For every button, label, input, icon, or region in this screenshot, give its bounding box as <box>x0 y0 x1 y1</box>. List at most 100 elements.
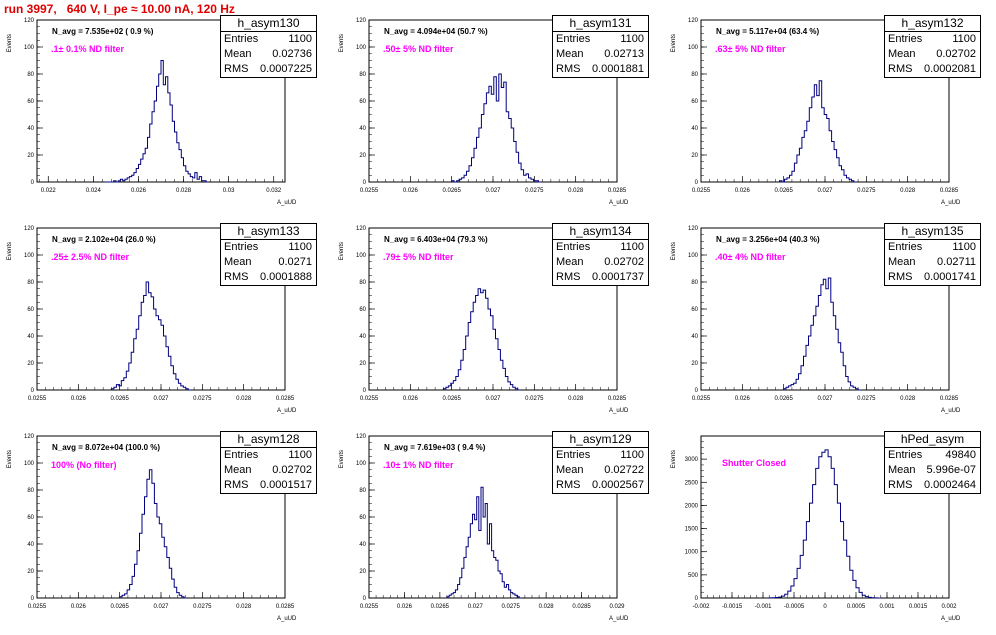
filter-label: 100% (No filter) <box>51 460 117 470</box>
stat-rms: RMS 0.0001888 <box>221 270 316 285</box>
x-tick-label: 0.0005 <box>847 604 866 610</box>
y-tick-label: 80 <box>691 280 698 286</box>
stat-key: Entries <box>556 449 591 461</box>
y-tick-label: 100 <box>24 45 35 51</box>
x-tick-label: 0.022 <box>41 188 57 194</box>
histogram-plot: 0.0255 0.026 0.0265 0.027 0.0275 0.028 0.0285 0… <box>671 18 961 206</box>
stat-value: 0.0001888 <box>260 271 312 283</box>
stats-box: h_asym134 Entries 1100 Mean 0.02702 RMS 0.0001… <box>552 223 649 286</box>
x-tick-label: 0.0255 <box>360 396 379 402</box>
x-axis-title: A_uUD <box>941 408 961 414</box>
histogram-series <box>768 449 881 599</box>
x-tick-label: 0.0265 <box>110 396 129 402</box>
stat-mean: Mean 0.02702 <box>553 255 648 270</box>
stat-value: 1100 <box>620 33 644 45</box>
stat-entries: Entries 49840 <box>885 448 980 463</box>
y-tick-label: 40 <box>691 126 698 132</box>
x-tick-label: 0.028 <box>236 604 252 610</box>
histogram-plot: 0.0255 0.026 0.0265 0.027 0.0275 0.028 0.0285 0… <box>339 18 629 206</box>
stat-value: 0.02736 <box>272 48 312 60</box>
x-tick-label: 0.024 <box>86 188 102 194</box>
stat-mean: Mean 0.02736 <box>221 47 316 62</box>
histogram-plot: -0.002 -0.0015 -0.001 -0.0005 0 0.0005 0.001 0.… <box>671 435 961 622</box>
histogram-name: hPed_asym <box>885 432 980 448</box>
x-tick-label: 0.0285 <box>940 188 959 194</box>
y-tick-label: 60 <box>359 99 366 105</box>
page-title: run 3997, 640 V, I_pe ≈ 10.00 nA, 120 Hz <box>4 2 235 16</box>
stat-value: 0.02711 <box>937 256 976 268</box>
stat-entries: Entries 1100 <box>553 32 648 47</box>
n-avg-label: N_avg = 3.256e+04 (40.3 %) <box>716 235 820 244</box>
x-tick-label: 0.026 <box>71 396 87 402</box>
x-tick-label: 0.027 <box>817 188 833 194</box>
n-avg-label: N_avg = 8.072e+04 (100.0 %) <box>52 443 161 452</box>
filter-label: Shutter Closed <box>722 458 787 468</box>
stat-value: 1100 <box>620 241 644 253</box>
histogram-panel: 0.0255 0.026 0.0265 0.027 0.0275 0.028 0.0285 0… <box>332 222 662 427</box>
y-tick-label: 40 <box>359 126 366 132</box>
x-tick-label: 0.0285 <box>608 396 627 402</box>
y-tick-label: 40 <box>359 334 366 340</box>
stats-box: h_asym133 Entries 1100 Mean 0.0271 RMS 0.00018… <box>220 223 317 286</box>
y-axis-title: Events <box>7 242 13 260</box>
stat-entries: Entries 1100 <box>553 240 648 255</box>
y-axis-title: Events <box>671 450 677 468</box>
n-avg-label: N_avg = 2.102e+04 (26.0 %) <box>52 235 156 244</box>
histogram-panel: 0.0255 0.026 0.0265 0.027 0.0275 0.028 0.0285 0… <box>664 14 994 219</box>
x-tick-label: 0.0265 <box>431 604 450 610</box>
y-tick-label: 3000 <box>685 457 699 463</box>
y-axis-title: Events <box>671 34 677 52</box>
x-tick-label: 0.028 <box>568 188 584 194</box>
x-axis-title: A_uUD <box>941 200 961 206</box>
stat-value: 1100 <box>620 449 644 461</box>
stat-value: 1100 <box>952 241 976 253</box>
y-axis-title: Events <box>339 242 345 260</box>
stat-rms: RMS 0.0007225 <box>221 62 316 77</box>
stat-value: 0.02713 <box>604 48 644 60</box>
x-tick-label: 0.0275 <box>193 396 212 402</box>
stat-key: RMS <box>888 479 913 491</box>
stat-key: Entries <box>556 241 591 253</box>
histogram-plot: 0.0255 0.026 0.0265 0.027 0.0275 0.028 0.0285 0… <box>339 434 629 622</box>
x-tick-label: 0.026 <box>735 188 751 194</box>
stat-value: 5.996e-07 <box>926 464 976 476</box>
x-tick-label: 0.027 <box>485 188 501 194</box>
n-avg-label: N_avg = 7.619e+03 ( 9.4 %) <box>384 443 486 452</box>
histogram-plot: 0.0255 0.026 0.0265 0.027 0.0275 0.028 0.0285 0… <box>339 226 629 414</box>
filter-label: .50± 5% ND filter <box>383 44 454 54</box>
y-tick-label: 40 <box>27 542 34 548</box>
x-tick-label: 0.0265 <box>110 604 129 610</box>
stat-key: Entries <box>224 241 259 253</box>
y-tick-label: 100 <box>356 45 367 51</box>
stat-key: Mean <box>224 464 252 476</box>
y-tick-label: 100 <box>688 253 699 259</box>
x-tick-label: 0.0255 <box>692 188 711 194</box>
y-tick-label: 60 <box>359 307 366 313</box>
x-axis-title: A_uUD <box>941 616 961 622</box>
stat-value: 0.02702 <box>936 48 976 60</box>
stat-key: Entries <box>556 33 591 45</box>
stat-key: Entries <box>224 449 259 461</box>
stat-key: Mean <box>888 256 916 268</box>
stat-entries: Entries 1100 <box>221 32 316 47</box>
histogram-series <box>783 277 861 391</box>
x-tick-label: 0.002 <box>941 604 957 610</box>
x-tick-label: 0.0255 <box>360 188 379 194</box>
stat-key: RMS <box>224 479 249 491</box>
histogram-panel: 0.0255 0.026 0.0265 0.027 0.0275 0.028 0.0285 0… <box>0 430 330 635</box>
y-axis-title: Events <box>671 242 677 260</box>
y-tick-label: 80 <box>359 280 366 286</box>
x-tick-label: 0.0285 <box>608 188 627 194</box>
stat-value: 0.02722 <box>604 464 644 476</box>
y-axis-title: Events <box>7 450 13 468</box>
y-tick-label: 80 <box>27 72 34 78</box>
y-tick-label: 0 <box>695 596 699 602</box>
y-tick-label: 120 <box>24 226 35 232</box>
x-axis-title: A_uUD <box>609 616 629 622</box>
y-axis-title: Events <box>339 34 345 52</box>
histogram-panel: 0.022 0.024 0.026 0.028 0.03 0.032 0 20 40 60 80 10… <box>0 14 330 219</box>
x-tick-label: 0.0265 <box>774 188 793 194</box>
y-tick-label: 20 <box>27 361 34 367</box>
y-tick-label: 60 <box>691 99 698 105</box>
stat-entries: Entries 1100 <box>885 240 980 255</box>
